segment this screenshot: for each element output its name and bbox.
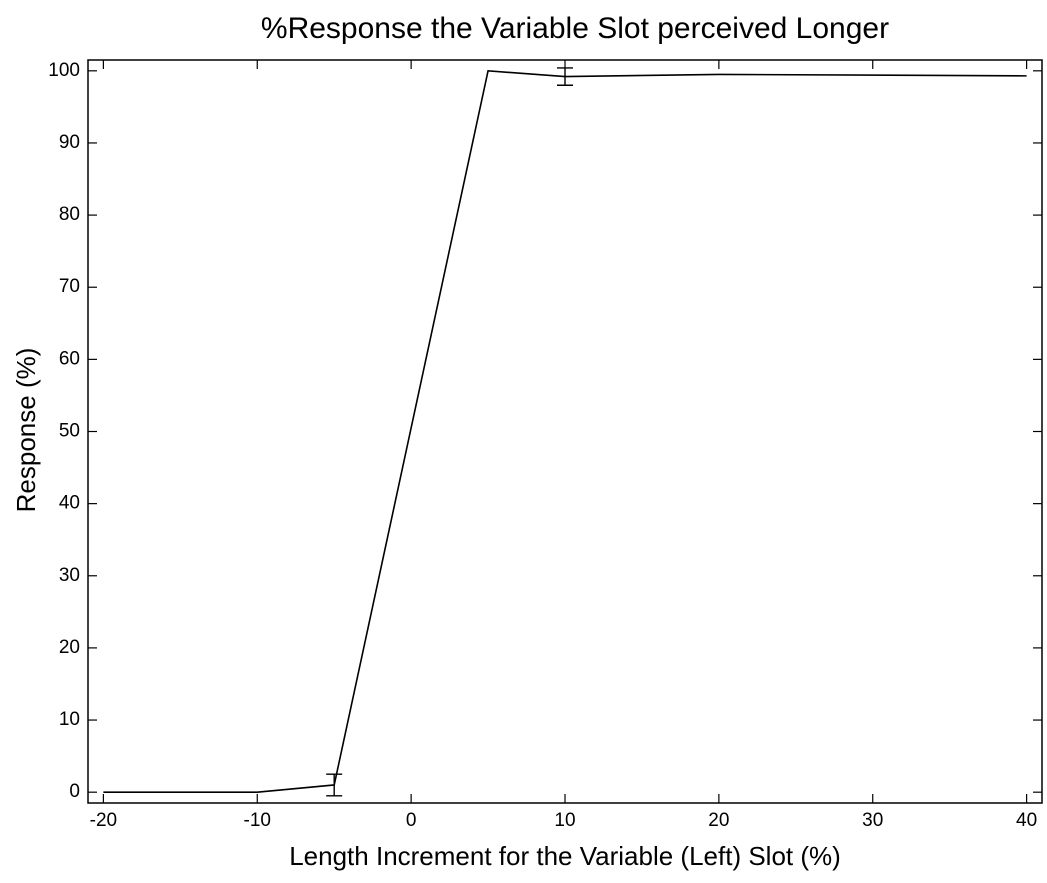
- error-bar: [557, 67, 573, 86]
- y-tick-label: 0: [69, 781, 80, 802]
- x-axis-label: Length Increment for the Variable (Left)…: [289, 841, 841, 871]
- y-tick-label: 30: [59, 565, 80, 586]
- y-tick-label: 60: [59, 348, 80, 369]
- y-tick-label: 100: [48, 60, 80, 81]
- x-tick-label: 40: [1016, 810, 1037, 831]
- x-tick-label: -10: [244, 810, 271, 831]
- x-tick-label: 20: [708, 810, 729, 831]
- y-tick-label: 90: [59, 132, 80, 153]
- y-tick-label: 10: [59, 709, 80, 730]
- x-tick-label: -20: [90, 810, 117, 831]
- data-line: [103, 69, 1027, 793]
- y-axis-label: Response (%): [11, 348, 41, 513]
- x-tick-label: 0: [406, 810, 417, 831]
- y-tick-label: 80: [59, 204, 80, 225]
- x-tick-label: 10: [554, 810, 575, 831]
- error-bar: [326, 773, 343, 797]
- chart-title: %Response the Variable Slot perceived Lo…: [261, 12, 889, 45]
- y-tick-label: 40: [59, 493, 80, 514]
- y-tick-label: 50: [59, 421, 80, 442]
- plot-frame: [87, 59, 1043, 804]
- x-tick-label: 30: [862, 810, 883, 831]
- y-tick-label: 70: [59, 276, 80, 297]
- y-tick-label: 20: [59, 637, 80, 658]
